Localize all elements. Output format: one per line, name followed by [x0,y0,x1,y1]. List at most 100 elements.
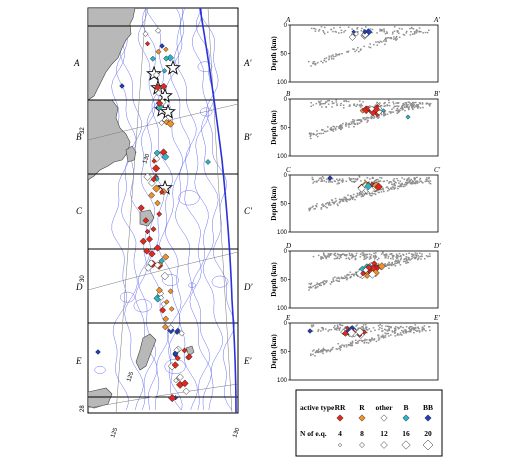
map-event [149,55,156,62]
background-event [336,203,339,205]
background-event [394,187,397,189]
background-event [405,253,408,255]
background-event [316,282,319,284]
background-event [380,114,383,116]
background-event [405,256,408,258]
map-event [158,119,165,126]
background-event [329,283,332,285]
background-event [356,342,358,344]
background-event [391,256,394,258]
background-event [361,27,363,30]
background-event [409,102,411,104]
background-event [334,197,337,200]
background-event [425,178,427,181]
background-event [359,104,362,106]
background-event [313,349,315,351]
background-event [315,181,318,183]
background-event [376,32,378,34]
background-event [385,325,387,327]
background-event [337,204,339,207]
background-event [335,200,338,202]
background-event [344,196,347,199]
background-event [414,327,416,329]
background-event [320,330,322,332]
background-event [429,105,431,107]
background-event [337,280,339,282]
background-event [429,102,432,105]
background-event [404,260,407,262]
section-event [374,182,383,191]
background-event [341,181,344,183]
map-event [143,247,151,255]
background-event [422,32,424,34]
background-event [360,195,363,198]
background-event [412,181,415,183]
background-event [394,328,397,330]
background-event [349,344,352,347]
background-event [364,324,367,326]
background-event [348,252,351,255]
background-event [404,181,407,184]
background-event [371,28,374,31]
background-event [323,180,326,182]
background-event [409,27,411,30]
y-axis-label: Depth (km) [270,334,278,369]
background-event [312,182,314,184]
background-event [403,103,405,105]
background-event [341,126,343,128]
background-event [333,55,335,58]
background-event [385,253,387,255]
background-event [362,118,364,120]
background-event [384,105,387,107]
background-event [413,332,415,334]
background-event [421,102,424,104]
background-event [340,254,342,256]
background-event [374,329,376,331]
background-event [366,177,369,179]
background-event [359,104,361,106]
background-event [339,125,341,127]
background-event [353,104,355,106]
background-event [349,342,352,344]
background-event [388,267,390,269]
background-event [401,334,403,336]
cross-section-B: B B' Depth (km) 0 50 100 [270,90,440,160]
y-tick-label: 50 [280,202,287,208]
background-event [384,334,387,337]
background-event [373,181,376,184]
background-event [363,341,366,343]
background-event [332,30,334,33]
graticule-line [207,8,233,413]
background-event [402,254,405,256]
background-event [406,178,409,180]
background-event [341,200,344,202]
trench-line [199,8,237,413]
background-event [352,178,355,180]
background-event [385,186,388,189]
map-event [148,250,156,258]
background-event [405,30,408,33]
background-event [326,31,329,33]
background-event [419,255,421,258]
background-event [378,267,381,269]
background-event [317,330,319,332]
legend-size-title: N of e.q. [300,429,327,438]
background-event [388,102,390,104]
background-event [346,51,348,53]
background-event [310,132,312,135]
background-event [360,119,362,121]
legend-type-r: R [359,403,365,412]
background-event [312,324,315,326]
background-event [363,256,366,259]
section-label-end: C' [434,166,441,174]
background-event [381,187,384,189]
background-event [393,38,395,40]
background-event [315,102,318,105]
volcano-star-icon [160,103,176,119]
background-event [389,181,392,183]
label-A: A [73,58,80,68]
background-event [356,275,359,277]
background-event [417,106,420,108]
land [88,8,195,409]
background-event [343,327,346,330]
